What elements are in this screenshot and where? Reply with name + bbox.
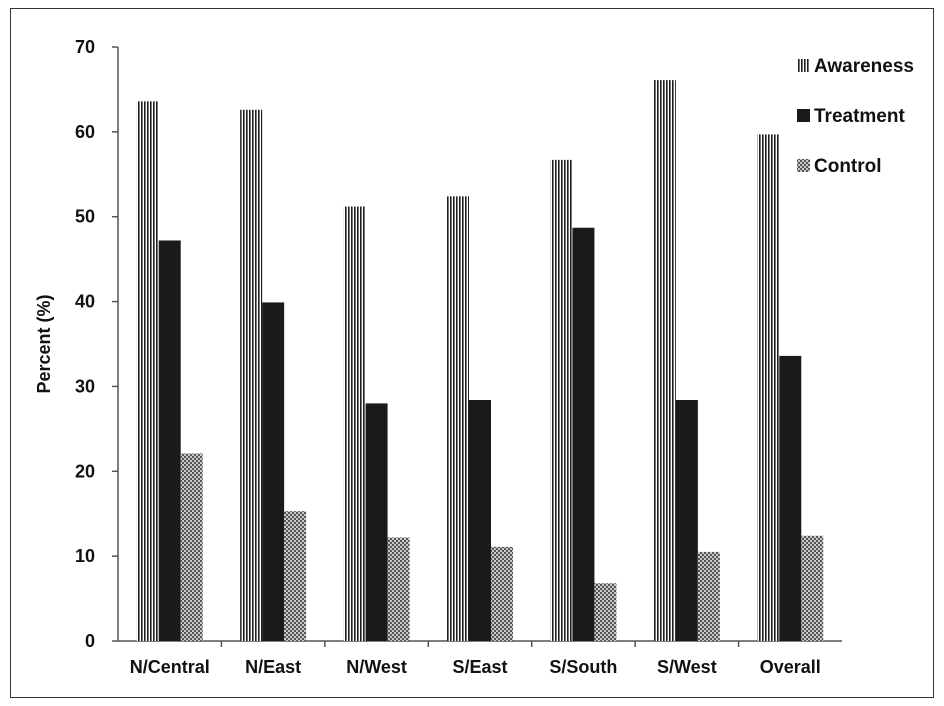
y-tick-label: 0 [85,631,95,651]
y-ticks: 0 10 20 30 40 50 60 70 [75,37,118,651]
bar-awareness-s-east [447,196,469,641]
bar-treatment-s-south [572,227,595,641]
x-ticks: N/Central N/East N/West S/East S/South S/West… [130,641,821,677]
bar-treatment-n-east [262,302,285,641]
bar-control-s-south [594,583,617,641]
y-tick-label: 20 [75,461,95,481]
bar-awareness-s-west [653,80,676,641]
legend-swatch-treatment [797,109,810,122]
bar-control-n-central [180,453,203,641]
y-axis-title: Percent (%) [34,294,54,393]
bar-awareness-n-central [136,101,159,641]
bar-control-overall [801,535,824,641]
legend-swatch-control [797,159,810,172]
x-tick-label: S/East [452,657,507,677]
bar-treatment-overall [779,355,802,641]
y-tick-label: 50 [75,207,95,227]
bar-awareness-n-east [240,109,263,641]
legend-label-awareness: Awareness [814,56,914,77]
bar-treatment-n-central [158,240,181,641]
bar-awareness-s-south [550,159,573,642]
y-tick-label: 10 [75,546,95,566]
x-tick-label: N/Central [130,657,210,677]
x-tick-label: S/South [549,657,617,677]
legend-label-treatment: Treatment [814,106,905,127]
bars [136,80,824,642]
bar-control-n-east [284,511,307,641]
y-tick-label: 70 [75,37,95,57]
bar-control-s-east [491,546,513,641]
legend-label-control: Control [814,156,882,177]
x-tick-label: S/West [657,657,717,677]
y-tick-label: 60 [75,122,95,142]
bar-treatment-n-west [365,403,388,641]
legend: Awareness Treatment Control [797,56,914,177]
x-tick-label: Overall [760,657,821,677]
y-tick-label: 30 [75,376,95,396]
bar-control-n-west [387,537,410,641]
y-tick-label: 40 [75,292,95,312]
x-tick-label: N/East [245,657,301,677]
bar-awareness-overall [757,134,780,641]
x-tick-label: N/West [346,657,407,677]
bar-control-s-west [697,551,720,641]
bar-awareness-n-west [343,206,366,641]
legend-swatch-awareness [797,59,810,72]
bar-treatment-s-east [469,400,491,641]
bar-treatment-s-west [675,400,698,641]
